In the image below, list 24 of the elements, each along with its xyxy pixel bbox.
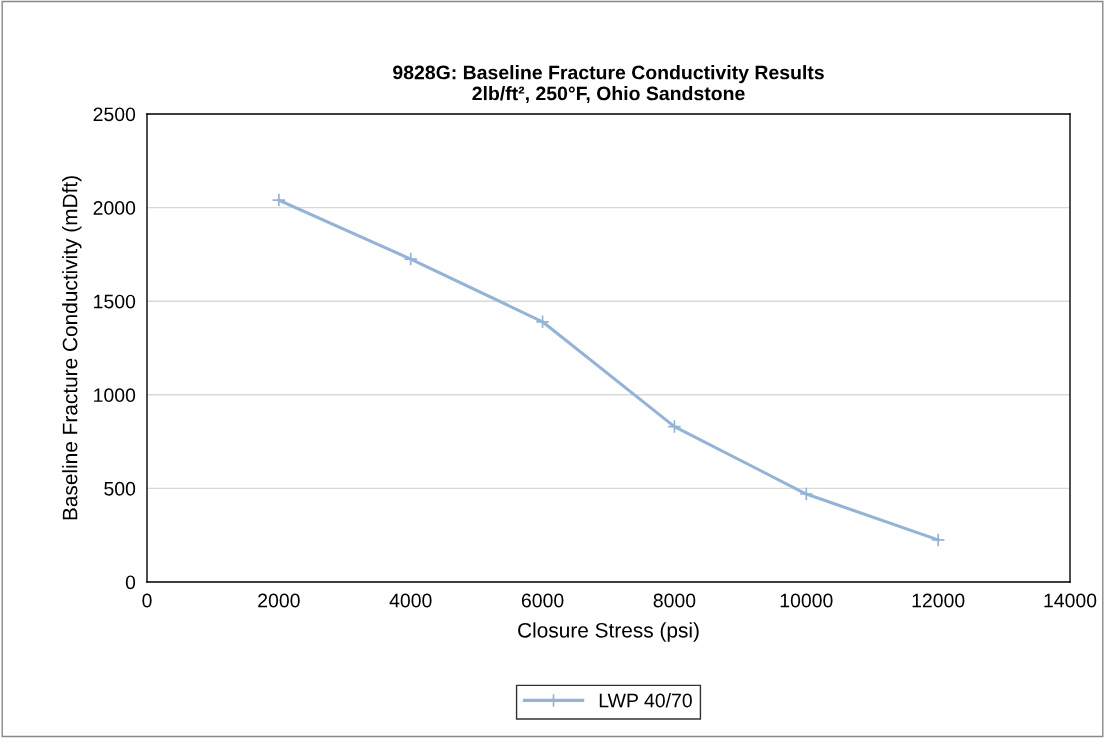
x-tick-label: 12000	[912, 593, 965, 608]
y-tick-label: 2500	[93, 107, 136, 122]
x-tick-label: 4000	[389, 593, 432, 608]
x-tick-label: 6000	[521, 593, 564, 608]
x-axis-title: Closure Stress (psi)	[518, 622, 699, 642]
x-tick-label: 14000	[1044, 593, 1097, 608]
point	[535, 314, 550, 329]
y-axis-title: Baseline Fracture Conductivity (mDft)	[62, 176, 82, 520]
x-tick-label: 8000	[653, 593, 696, 608]
y-tick-label: 1500	[94, 294, 136, 309]
point	[403, 251, 418, 267]
y-tick-label: 0	[125, 575, 136, 590]
y-tick-label: 2000	[93, 201, 136, 215]
x-tick-label: 0	[142, 593, 152, 608]
legend-label: LWP 40/70	[599, 693, 692, 708]
y-tick-label: 1000	[94, 388, 136, 403]
x-tick-label: 2000	[258, 593, 300, 608]
point	[667, 419, 682, 434]
point	[271, 193, 286, 208]
chart-title: 9828G: Baseline Fracture Conductivity Results 2lb/ft², 250°F, Ohio Sandstone	[393, 65, 824, 104]
point	[931, 532, 946, 547]
x-tick-label: 10000	[780, 593, 833, 608]
y-tick-label: 500	[104, 481, 136, 496]
point	[799, 486, 814, 502]
